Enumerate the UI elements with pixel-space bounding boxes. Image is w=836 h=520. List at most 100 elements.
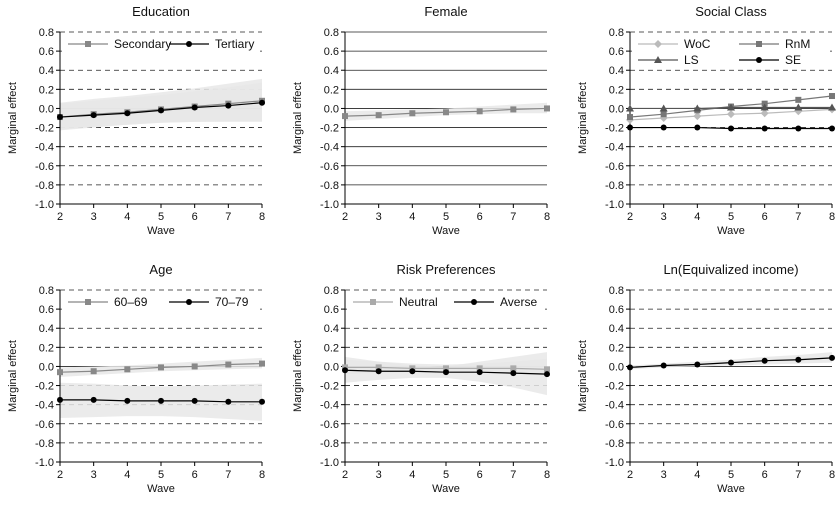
data-point [158, 364, 164, 371]
y-tick-label: 0.2 [609, 342, 624, 354]
x-tick-label: 5 [728, 469, 734, 481]
y-tick-label: 0.8 [324, 27, 339, 39]
y-tick-label: -0.8 [35, 180, 54, 192]
data-point [443, 109, 449, 116]
x-tick-label: 4 [124, 211, 130, 223]
data-point [225, 102, 232, 109]
data-point [342, 113, 348, 120]
data-point [829, 125, 835, 132]
panel-title: Female [424, 4, 467, 19]
data-point [727, 110, 735, 119]
x-tick-label: 8 [829, 469, 835, 481]
data-point [57, 369, 63, 376]
legend-marker [370, 299, 376, 305]
legend: WoC RnM LS SE [632, 33, 830, 69]
data-point [375, 368, 382, 375]
y-tick-label: 0.8 [324, 285, 339, 297]
legend-label: RnM [785, 37, 810, 51]
legend-marker [186, 299, 192, 305]
legend-marker [654, 56, 662, 63]
data-point [57, 114, 63, 121]
y-tick-label: -0.4 [320, 142, 339, 154]
chart-panel: Social Class 0.8 0.6 0.4 0.2 0.0 -0.2 -0.4 -0.6 -… [577, 4, 836, 237]
y-axis-label: Marginal effect [7, 82, 19, 154]
x-tick-label: 3 [91, 211, 97, 223]
chart-panel: Risk Preferences 0.8 0.6 0.4 0.2 0.0 -0.2 -0.4 -… [292, 262, 550, 495]
x-tick-label: 3 [661, 211, 667, 223]
data-point [795, 356, 802, 363]
legend-marker [85, 41, 91, 47]
y-tick-label: 0.0 [39, 361, 54, 373]
data-point [476, 108, 483, 115]
x-tick-label: 4 [409, 469, 415, 481]
data-point [225, 398, 232, 405]
data-point [627, 114, 633, 121]
y-tick-label: 0.4 [609, 323, 624, 335]
y-tick-label: 0.2 [324, 84, 339, 96]
panel-title: Ln(Equivalized income) [663, 262, 798, 277]
x-tick-label: 2 [627, 469, 633, 481]
data-point [828, 103, 836, 111]
x-tick-label: 5 [158, 469, 164, 481]
y-tick-label: -0.6 [605, 419, 624, 431]
data-point [794, 103, 803, 111]
legend-marker [186, 41, 192, 47]
y-tick-label: 0.0 [609, 103, 624, 115]
x-tick-label: 7 [225, 469, 231, 481]
x-axis-label: Wave [147, 225, 175, 237]
legend-marker [471, 299, 477, 305]
y-axis-label: Marginal effect [577, 82, 589, 154]
x-tick-label: 4 [124, 469, 130, 481]
data-point [476, 365, 483, 372]
legend-label: 60–69 [114, 295, 148, 309]
x-tick-label: 5 [443, 469, 449, 481]
panel-title: Education [132, 4, 190, 19]
y-tick-label: -0.4 [35, 400, 54, 412]
y-tick-label: -0.2 [320, 123, 339, 135]
y-tick-label: 0.4 [39, 323, 54, 335]
y-tick-label: -0.2 [605, 381, 624, 393]
legend-label: WoC [684, 37, 711, 51]
data-point [158, 397, 164, 404]
y-tick-label: 0.8 [609, 285, 624, 297]
legend-label: Tertiary [215, 37, 254, 51]
y-tick-label: -0.6 [35, 161, 54, 173]
data-point [795, 96, 802, 103]
y-tick-label: -0.4 [605, 400, 624, 412]
y-tick-label: 0.8 [39, 285, 54, 297]
data-point [409, 110, 416, 117]
data-point [544, 105, 550, 112]
y-tick-label: -0.6 [605, 161, 624, 173]
legend-label: 70–79 [215, 295, 249, 309]
y-tick-label: -1.0 [35, 199, 54, 211]
data-point [124, 110, 131, 117]
y-tick-label: -0.4 [605, 142, 624, 154]
y-tick-label: -0.2 [320, 381, 339, 393]
data-point [760, 103, 769, 111]
legend-box [632, 33, 830, 69]
panel-title: Age [149, 262, 172, 277]
y-tick-label: -1.0 [605, 199, 624, 211]
data-point [259, 360, 265, 367]
y-tick-label: -0.8 [605, 438, 624, 450]
x-tick-label: 8 [544, 211, 550, 223]
data-point [694, 361, 701, 368]
x-axis-label: Wave [717, 483, 745, 495]
x-axis-label: Wave [147, 483, 175, 495]
x-tick-label: 8 [259, 469, 265, 481]
y-tick-label: -1.0 [320, 457, 339, 469]
y-tick-label: 0.4 [324, 323, 339, 335]
data-point [627, 124, 633, 131]
data-point [443, 369, 449, 376]
y-tick-label: 0.2 [609, 84, 624, 96]
data-point [728, 359, 734, 366]
x-tick-label: 3 [376, 469, 382, 481]
data-point [158, 107, 164, 114]
y-tick-label: 0.0 [39, 103, 54, 115]
data-point [409, 368, 416, 375]
data-point [259, 398, 265, 405]
y-tick-label: -1.0 [605, 457, 624, 469]
x-tick-label: 3 [376, 211, 382, 223]
data-point [544, 366, 550, 373]
